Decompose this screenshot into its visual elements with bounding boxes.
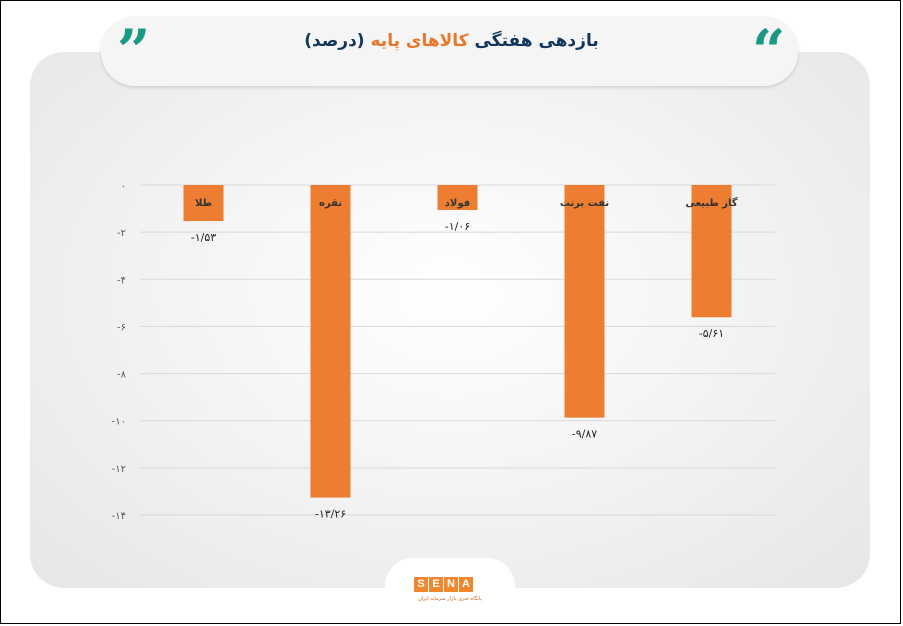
category-label: گاز طبیعی: [685, 196, 737, 209]
bar: [691, 185, 732, 318]
quote-open-icon: ”: [117, 17, 151, 85]
title-end: (درصد): [304, 31, 371, 51]
title-banner: [101, 16, 798, 86]
title-start: بازدهی هفتگی: [468, 31, 599, 51]
bar: [437, 185, 478, 210]
logo-letter: E: [429, 577, 443, 592]
data-label: -۱/۰۶: [445, 220, 470, 233]
sena-logo: S E N A: [414, 577, 473, 592]
category-label: فولاد: [445, 198, 470, 209]
page-title: بازدهی هفتگی کالاهای پایه (درصد): [0, 31, 903, 51]
data-label: -۵/۶۱: [699, 327, 724, 340]
category-label: نقره: [319, 198, 342, 209]
y-tick-label: -۴: [117, 275, 126, 286]
logo-letter: N: [444, 577, 458, 592]
y-tick-label: -۱۰: [112, 417, 126, 428]
data-label: -۱/۵۳: [191, 231, 216, 244]
y-tick-label: -۶: [117, 322, 126, 333]
title-highlight: کالاهای پایه: [370, 31, 469, 51]
data-label: -۹/۸۷: [572, 428, 597, 441]
y-tick-label: -۸: [117, 370, 127, 381]
y-tick-label: -۱۲: [112, 464, 126, 475]
bar: [564, 185, 605, 418]
quote-close-icon: “: [752, 17, 786, 85]
data-label: -۱۳/۲۶: [315, 508, 346, 521]
bar: [310, 185, 351, 498]
y-tick-label: -۱۴: [112, 511, 126, 522]
logo-letter: A: [459, 577, 473, 592]
y-tick-label: -۲: [117, 228, 126, 239]
logo-subtitle: پایگاه خبری بازار سرمایه ایران: [418, 596, 482, 602]
bar: [183, 185, 224, 222]
category-label: طلا: [195, 198, 212, 209]
logo-letter: S: [414, 577, 428, 592]
category-label: نفت برنت: [560, 198, 609, 209]
chart-panel: [30, 52, 870, 588]
y-tick-label: ۰: [121, 181, 126, 192]
